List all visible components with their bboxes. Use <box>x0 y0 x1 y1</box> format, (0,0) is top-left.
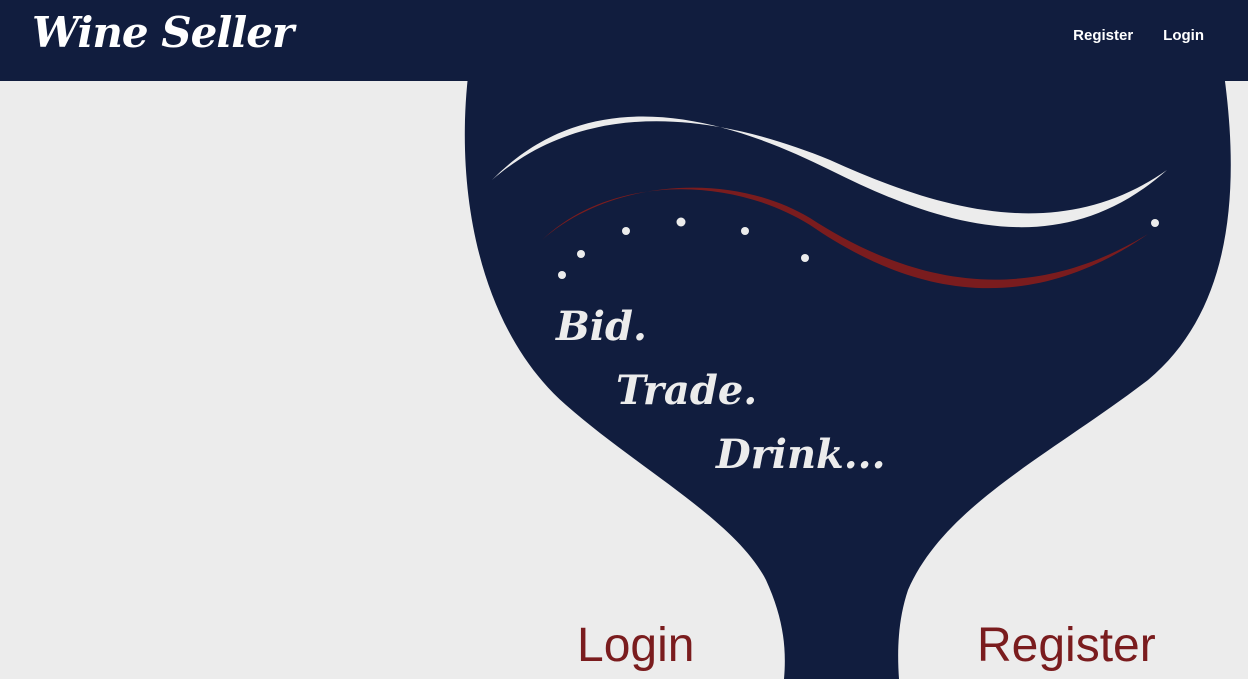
bubble-dot <box>801 254 809 262</box>
bubble-dot <box>676 217 686 227</box>
tagline-trade: Trade. <box>616 367 758 414</box>
nav-links: Register Login <box>1073 27 1204 44</box>
brand-logo[interactable]: Wine Seller <box>32 8 294 57</box>
bubble-dot <box>622 227 630 235</box>
tagline-bid: Bid. <box>556 303 647 350</box>
bubble-dot <box>558 271 566 279</box>
nav-register-link[interactable]: Register <box>1073 27 1134 44</box>
top-navbar: Wine Seller Register Login <box>0 0 1248 81</box>
register-button[interactable]: Register <box>977 619 1156 672</box>
bubble-dot <box>577 250 585 258</box>
login-button[interactable]: Login <box>577 619 695 672</box>
wine-glass-silhouette <box>464 60 1231 679</box>
tagline-drink: Drink... <box>716 431 886 478</box>
bubble-dot <box>741 227 749 235</box>
bubble-dot <box>1151 219 1159 227</box>
nav-login-link[interactable]: Login <box>1163 27 1204 44</box>
